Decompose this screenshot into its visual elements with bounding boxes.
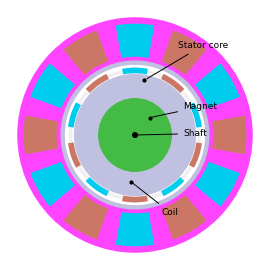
Wedge shape bbox=[195, 63, 240, 108]
Wedge shape bbox=[86, 74, 109, 93]
Circle shape bbox=[61, 61, 209, 209]
Text: Stator core: Stator core bbox=[147, 41, 228, 79]
Wedge shape bbox=[116, 212, 154, 246]
Wedge shape bbox=[116, 24, 154, 58]
Wedge shape bbox=[161, 177, 184, 196]
Wedge shape bbox=[122, 68, 148, 75]
Wedge shape bbox=[189, 143, 202, 168]
Wedge shape bbox=[161, 74, 184, 93]
Text: Shaft: Shaft bbox=[138, 129, 207, 138]
Circle shape bbox=[67, 67, 203, 203]
Circle shape bbox=[75, 75, 195, 195]
Circle shape bbox=[99, 99, 171, 171]
Wedge shape bbox=[212, 116, 246, 154]
Wedge shape bbox=[68, 102, 81, 127]
Wedge shape bbox=[30, 162, 75, 207]
Wedge shape bbox=[30, 63, 75, 108]
Wedge shape bbox=[122, 195, 148, 202]
Wedge shape bbox=[63, 195, 108, 240]
Wedge shape bbox=[195, 162, 240, 207]
Text: Magnet: Magnet bbox=[152, 102, 217, 117]
Wedge shape bbox=[189, 102, 202, 127]
Circle shape bbox=[133, 133, 137, 137]
Wedge shape bbox=[162, 30, 207, 75]
Wedge shape bbox=[68, 143, 81, 168]
Wedge shape bbox=[63, 30, 108, 75]
Wedge shape bbox=[24, 116, 58, 154]
Wedge shape bbox=[162, 195, 207, 240]
Text: Coil: Coil bbox=[133, 184, 179, 217]
Wedge shape bbox=[86, 177, 109, 196]
Circle shape bbox=[18, 18, 252, 252]
